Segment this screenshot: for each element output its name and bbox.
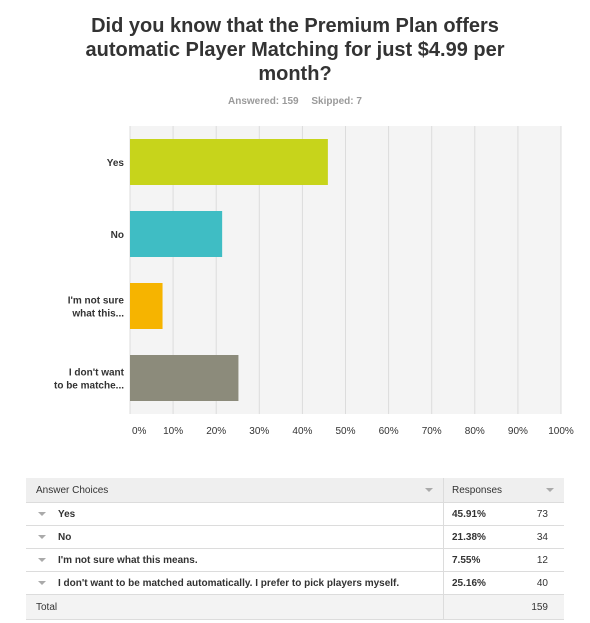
row-count: 34 — [508, 525, 564, 549]
question-title: Did you know that the Premium Plan offer… — [85, 15, 505, 85]
category-label: I don't want — [69, 368, 125, 379]
row-percent: 25.16% — [443, 571, 508, 595]
bar — [130, 355, 239, 401]
table-header: Answer Choices Responses — [26, 478, 564, 503]
row-count: 12 — [508, 548, 564, 572]
total-label: Total — [26, 594, 444, 620]
x-tick-label: 0% — [132, 426, 147, 437]
bar — [130, 283, 163, 329]
row-count: 40 — [508, 571, 564, 595]
x-tick-label: 20% — [206, 426, 226, 437]
table-row: No 21.38% 34 — [26, 525, 564, 549]
response-summary: Answered: 159 Skipped: 7 — [0, 96, 590, 107]
row-percent: 45.91% — [443, 502, 508, 526]
x-tick-label: 30% — [249, 426, 269, 437]
x-tick-label: 80% — [465, 426, 485, 437]
x-tick-label: 60% — [379, 426, 399, 437]
expand-row-icon[interactable] — [38, 557, 46, 562]
table-row: Yes 45.91% 73 — [26, 502, 564, 526]
category-label: No — [111, 230, 124, 241]
x-tick-label: 40% — [292, 426, 312, 437]
answered-count: Answered: 159 — [228, 96, 299, 107]
category-label: what this... — [71, 309, 124, 320]
responses-table: Answer Choices Responses Yes 45.91% 73 N… — [26, 478, 564, 620]
x-tick-label: 90% — [508, 426, 528, 437]
skipped-count: Skipped: 7 — [311, 96, 362, 107]
category-label: to be matche... — [54, 381, 124, 392]
table-row: I don't want to be matched automatically… — [26, 571, 564, 595]
x-tick-label: 100% — [548, 426, 574, 437]
x-tick-label: 50% — [335, 426, 355, 437]
table-total-row: Total 159 — [26, 594, 564, 620]
sort-responses-icon[interactable] — [546, 487, 554, 492]
expand-row-icon[interactable] — [38, 511, 46, 516]
bar — [130, 211, 223, 257]
total-count: 159 — [508, 594, 564, 620]
table-row: I'm not sure what this means. 7.55% 12 — [26, 548, 564, 572]
row-percent: 7.55% — [443, 548, 508, 572]
row-choice: No — [58, 531, 72, 543]
header-answer-choices: Answer Choices — [36, 484, 109, 496]
bar — [130, 139, 328, 185]
row-percent: 21.38% — [443, 525, 508, 549]
row-choice: I don't want to be matched automatically… — [58, 577, 400, 589]
category-label: I'm not sure — [68, 296, 125, 307]
expand-row-icon[interactable] — [38, 534, 46, 539]
header-responses: Responses — [452, 484, 503, 496]
category-label: Yes — [107, 158, 125, 169]
row-choice: Yes — [58, 508, 76, 520]
sort-answer-choices-icon[interactable] — [425, 487, 433, 492]
bar-chart: 0% 10% 20% 30% 40% 50% 60% 70% 80% 90% 100% Yes No I'… — [54, 126, 574, 437]
x-tick-label: 70% — [422, 426, 442, 437]
row-choice: I'm not sure what this means. — [58, 554, 198, 566]
row-count: 73 — [508, 502, 564, 526]
x-tick-label: 10% — [163, 426, 183, 437]
expand-row-icon[interactable] — [38, 580, 46, 585]
